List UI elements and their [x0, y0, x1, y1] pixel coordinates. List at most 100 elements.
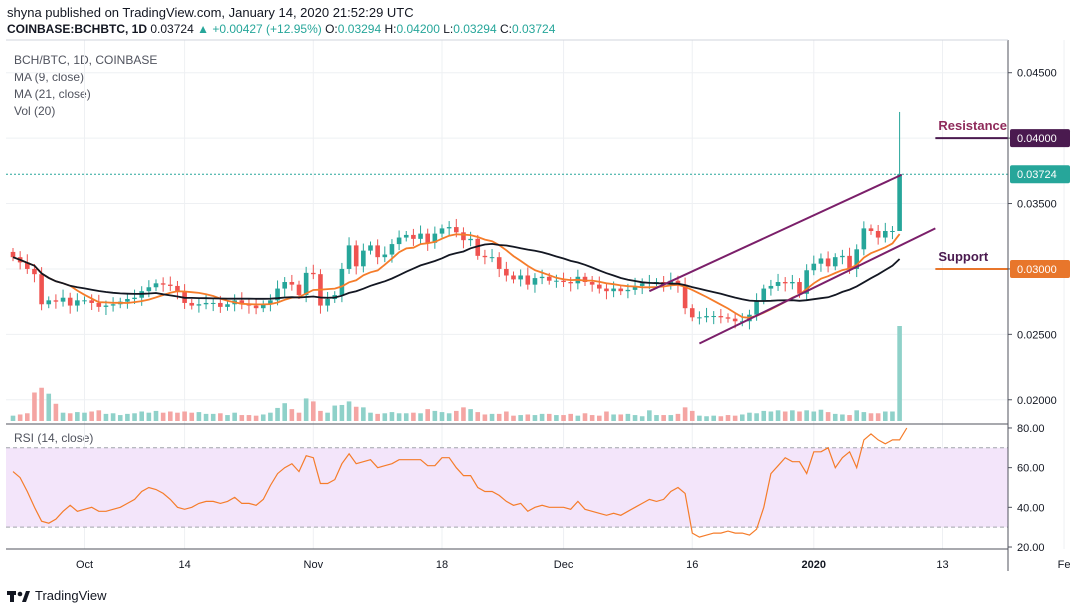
volume-bar: [168, 411, 173, 421]
legend-rsi[interactable]: RSI (14, close): [14, 431, 94, 445]
volume-bar: [811, 411, 817, 421]
volume-bar: [182, 411, 187, 421]
candle-body: [46, 300, 52, 305]
volume-bar: [639, 416, 645, 421]
candle-body: [425, 233, 430, 243]
y-tick-label: 0.03500: [1017, 199, 1057, 211]
legend-volume[interactable]: Vol (20): [14, 104, 56, 118]
candle-body: [604, 288, 609, 292]
symbol-name: COINBASE:BCHBTC, 1D: [7, 22, 148, 36]
volume-bar: [103, 413, 109, 421]
volume-bar: [132, 413, 137, 421]
footer-brand[interactable]: TradingView: [7, 588, 107, 603]
volume-bar: [275, 407, 280, 421]
volume-bar: [611, 414, 616, 421]
volume-bar: [475, 412, 481, 421]
candle-body: [218, 302, 223, 307]
volume-bar: [196, 412, 202, 421]
candle-body: [818, 258, 824, 264]
support-tag-label: 0.03000: [1017, 264, 1057, 276]
legend-ma21[interactable]: MA (21, close): [14, 87, 91, 101]
symbol-info-bar: COINBASE:BCHBTC, 1D 0.03724 ▲ +0.00427 (…: [7, 22, 555, 36]
candle-body: [804, 270, 809, 294]
volume-bar: [425, 409, 430, 421]
volume-bar: [818, 409, 824, 421]
channel-lower-line: [698, 227, 936, 345]
candle-body: [432, 233, 438, 243]
annotations: Resistance Support: [6, 118, 1008, 345]
candle-body: [625, 289, 631, 292]
support-tag: [1010, 259, 1070, 278]
volume-bar: [711, 415, 716, 421]
low-value: 0.03294: [453, 22, 497, 36]
candle-body: [682, 284, 688, 309]
candle-body: [768, 285, 774, 289]
volume-bar: [883, 411, 888, 421]
last-price: 0.03724: [150, 22, 194, 36]
volume-bar: [75, 412, 80, 421]
volume-bar: [361, 407, 366, 421]
rsi-band: [6, 447, 1008, 528]
candle-body: [811, 263, 817, 271]
candle-body: [890, 231, 895, 232]
x-tick-label: Oct: [76, 559, 93, 571]
legend-ma9[interactable]: MA (9, close): [14, 70, 85, 84]
volume-bar: [17, 414, 23, 421]
volume-bar: [203, 413, 209, 421]
volume-bar: [632, 415, 638, 421]
legend-pair: BCH/BTC, 1D, COINBASE: [14, 53, 158, 67]
resistance-label: Resistance: [938, 118, 1007, 133]
candle-body: [189, 302, 195, 306]
candle-body: [339, 268, 345, 296]
candle-body: [496, 257, 502, 269]
volume-bar: [504, 411, 509, 421]
volume-bar: [418, 413, 423, 421]
volume-bar: [89, 411, 94, 421]
candle-body: [175, 285, 180, 292]
volume-bar: [411, 412, 416, 421]
volume-bar: [46, 393, 52, 421]
candle-body: [239, 300, 245, 305]
candle-body: [361, 250, 366, 267]
candle-body: [160, 283, 166, 285]
volume-bar: [303, 398, 309, 421]
candle-body: [411, 234, 416, 239]
volume-bar: [775, 410, 781, 421]
candle-body: [275, 288, 280, 301]
volume-bar: [375, 413, 380, 421]
volume-bar: [568, 413, 573, 421]
ma9-line: [12, 233, 901, 319]
candle-body: [353, 245, 359, 267]
volume-bar: [797, 411, 802, 421]
candle-body: [489, 257, 495, 259]
candle-body: [325, 299, 330, 306]
open-label: O:: [325, 22, 338, 36]
candle-body: [597, 284, 602, 289]
candle-body: [883, 231, 888, 238]
candle-body: [67, 297, 73, 306]
candle-body: [303, 272, 309, 296]
candle-body: [60, 297, 66, 302]
volume-bar: [346, 401, 352, 421]
volume-bar: [661, 415, 666, 421]
publish-info: shyna published on TradingView.com, Janu…: [7, 5, 414, 20]
candle-body: [132, 297, 137, 300]
volume-bar: [482, 414, 488, 421]
volume-bar: [389, 412, 395, 421]
candle-body: [153, 283, 159, 288]
volume-bar: [175, 412, 180, 421]
volume-bar: [146, 412, 152, 421]
volume-bar: [432, 410, 438, 421]
x-tick-label: 16: [686, 559, 698, 571]
candle-body: [125, 299, 130, 302]
volume-bar: [239, 415, 245, 421]
candle-body: [875, 231, 881, 238]
candle-body: [146, 287, 152, 292]
candle-body: [568, 282, 573, 284]
rsi-y-tick-label: 60.00: [1017, 463, 1045, 475]
rsi-y-tick-label: 40.00: [1017, 502, 1045, 514]
tradingview-logo-icon: [7, 590, 30, 602]
volume-bar: [668, 415, 674, 421]
volume-bar: [589, 415, 595, 421]
